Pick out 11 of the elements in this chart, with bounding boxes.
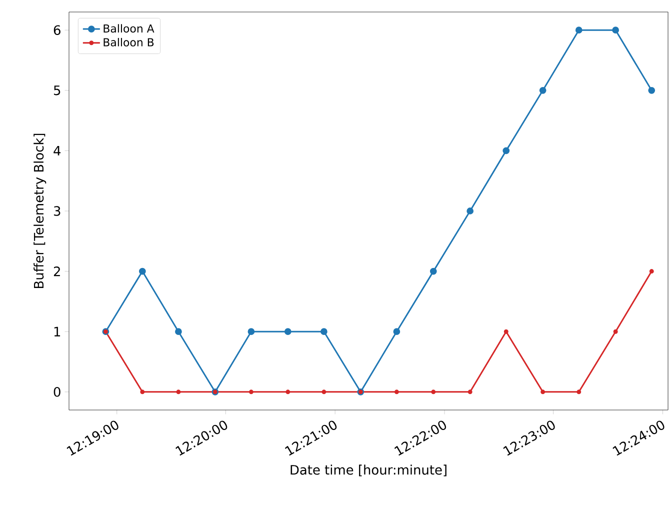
y-tick-label: 4 xyxy=(54,146,61,156)
x-axis-title: Date time [hour:minute] xyxy=(290,464,446,476)
y-axis-title: Buffer [Telemetry Block] xyxy=(34,134,46,288)
y-tick-label: 6 xyxy=(54,25,60,35)
y-tick-label: 1 xyxy=(54,326,60,336)
y-tick-label: 0 xyxy=(54,387,60,397)
y-tick-label: 3 xyxy=(54,206,60,216)
legend-label: Balloon A xyxy=(104,24,154,33)
y-tick-label: 5 xyxy=(54,86,60,96)
legend-label: Balloon B xyxy=(104,38,154,46)
y-tick-label: 2 xyxy=(54,266,60,276)
